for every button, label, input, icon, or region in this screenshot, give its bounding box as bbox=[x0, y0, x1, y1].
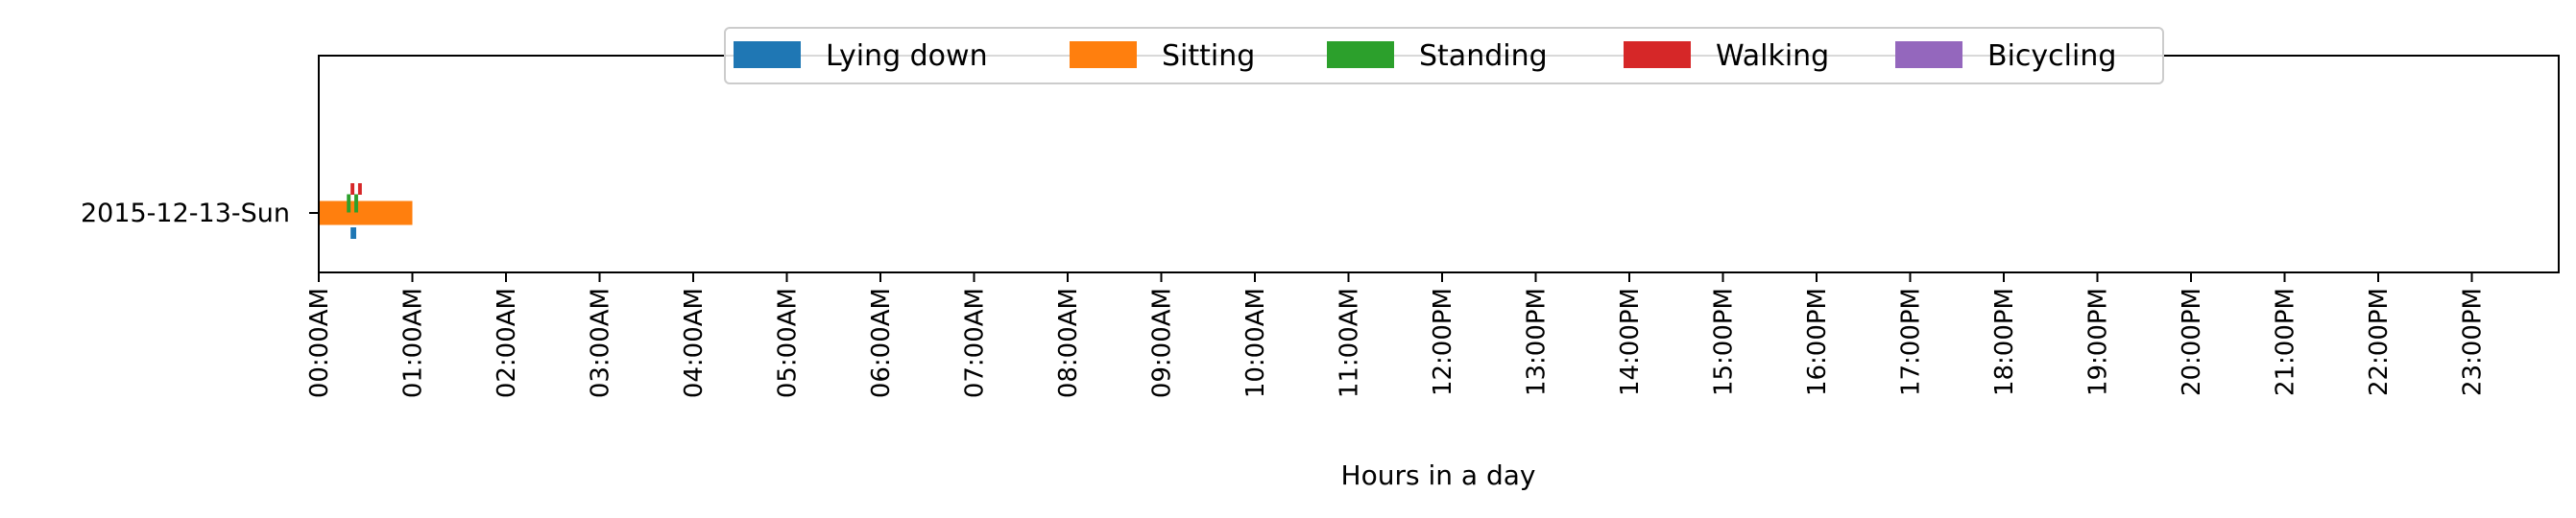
x-tick-label: 12:00PM bbox=[1429, 288, 1457, 396]
x-tick-label: 13:00PM bbox=[1523, 288, 1552, 396]
x-tick-label: 07:00AM bbox=[961, 288, 990, 398]
bar-walking bbox=[350, 183, 355, 195]
x-tick-label: 01:00AM bbox=[399, 288, 428, 398]
x-tick-label: 21:00PM bbox=[2272, 288, 2300, 396]
x-tick-label: 17:00PM bbox=[1897, 288, 1926, 396]
x-axis: 00:00AM 01:00AM 02:00AM 03:00AM 04:00AM 05:00… bbox=[305, 272, 2488, 398]
x-tick-label: 00:00AM bbox=[305, 288, 334, 398]
y-axis: 2015-12-13-Sun bbox=[81, 199, 319, 228]
legend-swatch bbox=[1327, 41, 1394, 68]
legend-label: Walking bbox=[1716, 39, 1829, 73]
bar-walking bbox=[357, 183, 362, 195]
legend-label: Lying down bbox=[826, 39, 988, 73]
legend-label: Bicycling bbox=[1987, 39, 2116, 73]
x-tick-label: 15:00PM bbox=[1710, 288, 1739, 396]
x-tick-label: 08:00AM bbox=[1054, 288, 1083, 398]
bar-standing bbox=[354, 194, 358, 213]
legend-swatch bbox=[1070, 41, 1137, 68]
activity-bars bbox=[319, 183, 413, 239]
x-tick-label: 03:00AM bbox=[587, 288, 615, 398]
x-axis-label: Hours in a day bbox=[1341, 459, 1536, 491]
legend-label: Sitting bbox=[1162, 39, 1255, 73]
x-tick-label: 04:00AM bbox=[680, 288, 709, 398]
legend: Lying down Sitting Standing Walking Bicyclin… bbox=[724, 27, 2164, 84]
x-tick-label: 20:00PM bbox=[2178, 288, 2206, 396]
x-tick-label: 22:00PM bbox=[2365, 288, 2394, 396]
x-tick-label: 05:00AM bbox=[774, 288, 803, 398]
y-category-label: 2015-12-13-Sun bbox=[81, 199, 290, 228]
x-tick-label: 16:00PM bbox=[1803, 288, 1832, 396]
x-tick-label: 10:00AM bbox=[1241, 288, 1270, 398]
plot-background bbox=[319, 56, 2559, 272]
bar-lying-down bbox=[350, 227, 356, 239]
x-tick-label: 09:00AM bbox=[1148, 288, 1177, 398]
bar-standing bbox=[347, 194, 351, 213]
legend-swatch bbox=[1624, 41, 1691, 68]
x-tick-label: 02:00AM bbox=[493, 288, 521, 398]
x-tick-label: 19:00PM bbox=[2084, 288, 2113, 396]
legend-swatch bbox=[1895, 41, 1962, 68]
x-tick-label: 23:00PM bbox=[2459, 288, 2488, 396]
legend-swatch bbox=[734, 41, 801, 68]
x-tick-label: 14:00PM bbox=[1616, 288, 1645, 396]
legend-label: Standing bbox=[1419, 39, 1548, 73]
x-tick-label: 18:00PM bbox=[1990, 288, 2019, 396]
x-tick-label: 11:00AM bbox=[1336, 288, 1364, 398]
x-tick-label: 06:00AM bbox=[867, 288, 896, 398]
bar-sitting bbox=[319, 200, 413, 225]
